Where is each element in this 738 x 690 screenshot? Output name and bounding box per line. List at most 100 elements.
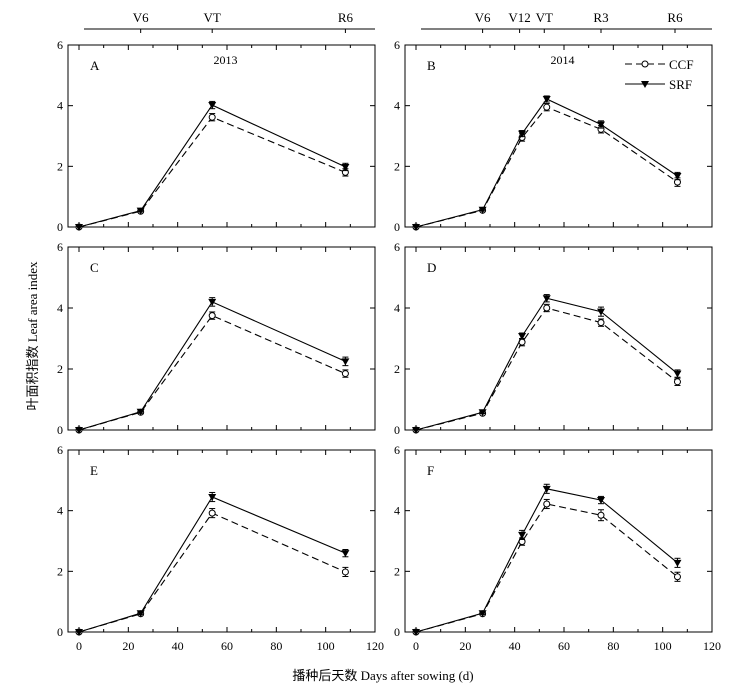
series-ccf	[75, 311, 349, 434]
y-tick-label: 4	[394, 301, 400, 315]
y-tick-label: 6	[394, 38, 400, 52]
series-srf	[412, 483, 682, 636]
series-ccf	[412, 303, 681, 434]
y-tick-label: 2	[57, 564, 63, 578]
legend-item-ccf: CCF	[625, 57, 694, 72]
x-tick-label: 20	[122, 639, 134, 653]
panel-frame	[67, 449, 376, 633]
data-point-srf	[412, 224, 420, 231]
data-point-ccf	[208, 509, 216, 517]
series-srf	[75, 100, 350, 231]
y-tick-label: 0	[57, 423, 63, 437]
legend-marker	[641, 81, 649, 88]
data-point-srf	[542, 295, 551, 303]
y-tick-label: 4	[57, 99, 63, 113]
panel-frame	[67, 44, 376, 228]
growth-stage-bar: V6 VT R6 V6 V12 VT R3 R6	[84, 10, 712, 33]
year-label: 2013	[214, 53, 238, 67]
y-axis-title: 叶面积指数 Leaf area index	[25, 261, 40, 411]
x-tick-label: 0	[413, 639, 419, 653]
stage-label: VT	[536, 10, 553, 25]
data-point-srf	[75, 629, 83, 636]
data-point-srf	[518, 333, 527, 341]
stage-bar-left: V6 VT R6	[84, 10, 375, 33]
series-line	[78, 496, 346, 633]
legend-label: CCF	[669, 57, 694, 72]
y-tick-label: 0	[57, 220, 63, 234]
series-line	[415, 488, 678, 633]
x-tick-label: 100	[317, 639, 335, 653]
year-label: 2014	[551, 53, 575, 67]
data-point-srf	[478, 206, 487, 214]
series-ccf	[75, 508, 349, 636]
legend-label: SRF	[669, 77, 692, 92]
data-point-ccf	[341, 370, 349, 378]
data-point-srf	[136, 610, 145, 618]
data-point-srf	[597, 497, 605, 505]
series-line	[78, 314, 346, 431]
stage-label: V6	[133, 10, 149, 25]
x-tick-label: 120	[703, 639, 721, 653]
y-tick-label: 4	[394, 504, 400, 518]
data-point-srf	[478, 610, 487, 618]
y-tick-label: 2	[394, 362, 400, 376]
y-tick-label: 6	[57, 443, 63, 457]
panel-label: B	[427, 58, 436, 73]
panel-label: F	[427, 463, 434, 478]
panel-b: 0 2 4 6 B 2014	[394, 38, 713, 234]
data-point-srf	[597, 308, 605, 316]
x-axis-title: 播种后天数 Days after sowing (d)	[292, 668, 473, 683]
y-tick-label: 6	[394, 443, 400, 457]
x-tick-label: 0	[76, 639, 82, 653]
y-tick-label: 2	[57, 362, 63, 376]
y-tick-label: 6	[57, 38, 63, 52]
y-tick-label: 4	[394, 99, 400, 113]
x-tick-label: 100	[654, 639, 672, 653]
data-point-srf	[673, 559, 682, 567]
stage-label: V6	[475, 10, 491, 25]
series-line	[415, 503, 678, 633]
x-tick-label: 60	[558, 639, 570, 653]
y-tick-label: 0	[394, 220, 400, 234]
stage-label: VT	[204, 10, 221, 25]
series-line	[415, 106, 678, 228]
data-point-srf	[136, 207, 145, 215]
data-point-srf	[208, 298, 217, 306]
y-tick-label: 4	[57, 504, 63, 518]
data-point-srf	[208, 494, 217, 502]
data-point-srf	[518, 531, 527, 539]
y-tick-label: 0	[394, 423, 400, 437]
series-ccf	[412, 498, 681, 636]
data-point-ccf	[673, 378, 681, 386]
data-point-srf	[75, 224, 83, 231]
panel-label: D	[427, 260, 436, 275]
data-point-srf	[518, 130, 527, 138]
series-srf	[412, 294, 682, 434]
data-point-ccf	[673, 573, 681, 581]
legend-marker	[641, 60, 649, 68]
stage-bar-right: V6 V12 VT R3 R6	[421, 10, 712, 33]
x-tick-label: 120	[366, 639, 384, 653]
data-point-ccf	[543, 304, 551, 312]
y-tick-label: 6	[57, 240, 63, 254]
legend: CCF SRF	[625, 57, 694, 92]
panel-frame	[404, 246, 713, 431]
series-line	[78, 116, 346, 228]
series-line	[415, 297, 678, 431]
panel-label: E	[90, 463, 98, 478]
x-tick-label: 80	[270, 639, 282, 653]
stage-label: R3	[593, 10, 608, 25]
data-point-srf	[341, 163, 350, 171]
data-point-srf	[341, 550, 350, 558]
data-point-srf	[597, 121, 605, 129]
data-point-srf	[478, 409, 487, 417]
data-point-srf	[542, 485, 551, 493]
stage-label: R6	[338, 10, 354, 25]
panel-frame	[404, 449, 713, 633]
data-point-srf	[208, 102, 217, 110]
x-tick-label: 40	[172, 639, 184, 653]
